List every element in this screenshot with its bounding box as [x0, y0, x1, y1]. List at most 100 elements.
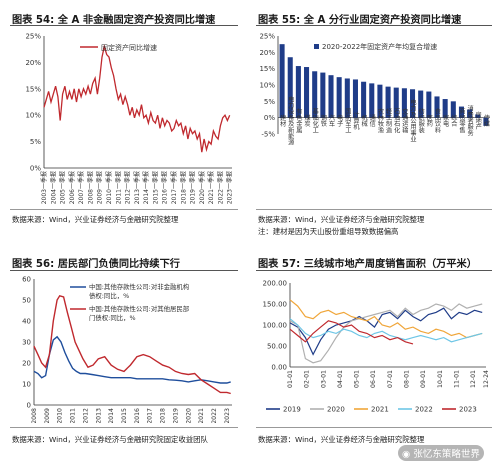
x-tick-label: 2004一季报: [49, 171, 57, 204]
y-tick-label: 5%: [30, 138, 41, 146]
chart-55-source: 数据来源：Wind，兴业证券经济与金融研究院整理: [258, 215, 425, 224]
x-category-label: 食品饮料: [434, 108, 441, 135]
bar: [328, 75, 334, 118]
y-tick-label: 20%: [25, 59, 41, 67]
chart-55: -5% 0% 5% 10% 15% 20% 25% 建材 电力设备及新能源 有色金属 煤炭 基础化工钢…: [259, 33, 490, 147]
x-category-label: 商贸零售: [458, 108, 465, 135]
x-tick-label: 2014一季报: [142, 171, 150, 204]
x-tick-label: 2010: [57, 408, 64, 423]
x-tick-label: 06-01: [370, 370, 377, 388]
bar: [385, 86, 391, 118]
x-category-label: 有色金属: [295, 108, 302, 135]
legend-label: 2023: [459, 406, 477, 414]
chart-54-bottom-rule: [10, 209, 238, 210]
x-category-label: 房地产: [474, 111, 481, 131]
x-category-label: 基础化工: [311, 108, 318, 134]
y-tick-label: -5%: [261, 131, 275, 139]
bar: [344, 78, 350, 118]
bar: [418, 90, 424, 118]
x-tick-label: 2012一季报: [124, 171, 132, 204]
x-tick-label: 05-01: [354, 370, 361, 388]
x-category-label: 综合: [450, 114, 457, 128]
chart-57-bottom-rule: [256, 427, 492, 428]
x-tick-label: 01-01: [287, 370, 294, 388]
x-tick-label: 08-01: [403, 370, 410, 388]
x-tick-label: 2020一季报: [198, 171, 206, 204]
bar: [475, 114, 481, 118]
y-tick-label: 25%: [259, 33, 275, 41]
y-tick-label: 60: [22, 276, 31, 284]
y-tick-label: 10: [22, 381, 31, 389]
x-category-label: 消费者服务: [466, 105, 473, 138]
x-tick-label: 2021一季报: [207, 171, 215, 204]
x-tick-label: 2015: [121, 408, 128, 423]
x-tick-label: 2020: [185, 408, 192, 423]
x-tick-label: 2011一季报: [114, 171, 122, 204]
bar: [458, 106, 464, 118]
bar: [352, 79, 358, 118]
y-tick-label: 20%: [259, 49, 275, 57]
x-tick-label: 2018: [160, 408, 167, 423]
x-category-label: 汽车: [328, 114, 335, 128]
x-tick-label: 2023一季报: [226, 171, 234, 204]
y-tick-label: 50.00: [267, 343, 287, 351]
x-category-label: 计算机: [352, 111, 359, 131]
bar: [467, 109, 473, 118]
chart-54-title-rule: [10, 25, 238, 26]
wechat-icon: ◉: [402, 449, 411, 460]
y-tick-label: 20: [22, 360, 31, 368]
series-line-2020: [289, 303, 483, 364]
x-tick-label: 2003一季报: [40, 171, 48, 204]
y-tick-label: 5%: [264, 98, 275, 106]
chart-54-title: 图表 54: 全 A 非金融固定资产投资同比增速: [12, 15, 216, 26]
x-category-label: 煤炭: [303, 114, 310, 128]
x-category-label: 电力及公用事业: [409, 98, 416, 142]
y-tick-label: 40: [22, 318, 31, 326]
x-tick-label: 2007一季报: [77, 171, 85, 204]
series-line-nonfinancial-claims: [33, 335, 231, 384]
y-tick-label: 150.00: [263, 301, 288, 309]
legend-label: 债权:同比，%: [89, 291, 129, 300]
x-tick-label: 2017: [147, 408, 154, 423]
x-category-label: 轻工制造: [385, 108, 392, 135]
bar: [369, 83, 375, 118]
x-tick-label: 2009一季报: [96, 171, 104, 204]
x-category-label: 石油石化: [393, 108, 400, 134]
y-tick-label: 15%: [25, 85, 41, 93]
x-tick-label: 10-01: [437, 370, 444, 388]
chart-55-title: 图表 55: 全 A 分行业固定资产投资同比增速: [258, 15, 462, 26]
bar: [450, 101, 456, 118]
x-tick-label: 2015一季报: [151, 171, 159, 204]
bar: [401, 88, 407, 118]
chart-56-title-rule: [10, 270, 238, 271]
series-line-2023: [289, 320, 414, 345]
chart-57-source: 数据来源：Wind，兴业证券经济与金融研究院整理: [258, 435, 425, 444]
x-tick-label: 12-01: [470, 370, 477, 388]
series-line-fixed-asset-growth: [43, 44, 231, 153]
bar: [442, 99, 448, 118]
legend-label: 中国:其他存款性公司:对其他居民部: [89, 304, 190, 313]
x-tick-label: 12-24: [483, 370, 490, 388]
x-tick-label: 2022: [211, 408, 218, 423]
bar: [377, 84, 383, 118]
x-category-label: 钢铁: [319, 114, 326, 128]
x-category-label: 医药: [425, 114, 432, 128]
x-tick-label: 2008: [31, 408, 38, 423]
x-tick-label: 2009: [44, 408, 51, 423]
legend-label: 固定资产同比增速: [101, 43, 157, 52]
x-category-label: 传媒: [482, 114, 489, 128]
y-tick-label: 10%: [259, 82, 275, 90]
x-tick-label: 04-01: [337, 370, 344, 388]
series-line-2021: [289, 299, 483, 339]
bar: [287, 57, 293, 118]
chart-57: 0.00 50.00 100.00 150.00 200.00 01-01 02-01 03-…: [263, 280, 491, 414]
x-category-label: 通信: [368, 114, 375, 128]
bar: [336, 77, 342, 118]
x-tick-label: 2010一季报: [105, 171, 113, 204]
x-tick-label: 2016一季报: [161, 171, 169, 204]
x-tick-label: 2016: [134, 408, 141, 423]
x-tick-label: 2013一季报: [133, 171, 141, 204]
chart-56-source: 数据来源：Wind，兴业证券经济与金融研究院固定收益团队: [12, 435, 208, 444]
chart-56-title: 图表 56: 居民部门负债同比持续下行: [12, 259, 180, 270]
legend-label: 门债权:同比，%: [89, 313, 136, 322]
